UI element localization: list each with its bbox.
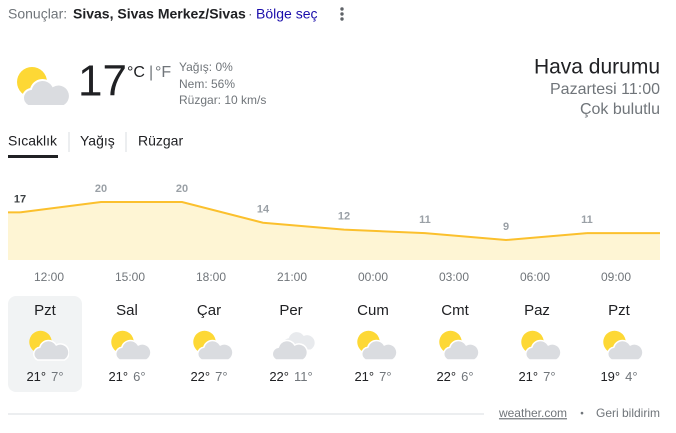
footer-separator: •: [580, 409, 584, 420]
temps: 22° 7°: [190, 369, 227, 384]
day: Çar: [197, 302, 221, 319]
feedback[interactable]: Geri bildirim: [596, 406, 660, 420]
tab[interactable]: Rüzgar: [138, 133, 183, 149]
value-label: 17: [14, 193, 26, 205]
day-card[interactable]: Paz 21° 7°: [518, 302, 561, 384]
current-temp: 17: [78, 57, 127, 106]
tab[interactable]: Sıcaklık: [8, 133, 58, 149]
day-icon: [271, 331, 315, 361]
day: Pzt: [608, 302, 631, 319]
low: 6°: [461, 369, 473, 384]
x-tick-label: 06:00: [520, 270, 550, 284]
day-icon: [438, 330, 479, 361]
humidity: Nem: 56%: [179, 77, 235, 91]
value-label: 20: [95, 183, 107, 195]
day: Cmt: [441, 302, 469, 319]
x-tick-label: 15:00: [115, 270, 145, 284]
precip: Yağış: 0%: [179, 60, 233, 74]
x-tick-label: 12:00: [34, 270, 64, 284]
x-tick-label: 18:00: [196, 270, 226, 284]
day: Paz: [524, 302, 550, 319]
high: 19°: [600, 369, 620, 384]
day-card[interactable]: Cum 21° 7°: [354, 302, 397, 384]
more-menu[interactable]: [340, 7, 344, 21]
temperature-chart: 17 12:00 20 15:00 20 18:00 14 21:00 12 00:00 11 03:…: [8, 183, 660, 284]
day-card[interactable]: Çar 22° 7°: [190, 302, 233, 384]
high: 21°: [26, 369, 46, 384]
unit-f[interactable]: °F: [155, 64, 171, 81]
temps: 22° 6°: [436, 369, 473, 384]
high: 21°: [354, 369, 374, 384]
source-link[interactable]: weather.com: [498, 406, 567, 420]
low: 7°: [51, 369, 63, 384]
value-label: 14: [257, 204, 270, 216]
high: 22°: [190, 369, 210, 384]
x-tick-label: 00:00: [358, 270, 388, 284]
change-location[interactable]: Bölge seç: [256, 6, 317, 22]
day: Cum: [357, 302, 389, 319]
temperature-line: [19, 201, 588, 242]
day-card[interactable]: Per 22° 11°: [269, 302, 315, 384]
day-icon: [356, 330, 397, 361]
low: 7°: [543, 369, 555, 384]
high: 22°: [436, 369, 456, 384]
separator: ·: [248, 6, 253, 22]
day-card[interactable]: Pzt 21° 7°: [8, 296, 82, 392]
value-label: 12: [338, 211, 350, 223]
day-card[interactable]: Pzt 19° 4°: [600, 302, 643, 384]
condition: Çok bulutlu: [580, 101, 660, 118]
temps: 21° 7°: [518, 369, 555, 384]
temps: 19° 4°: [600, 369, 637, 384]
high: 21°: [518, 369, 538, 384]
day-card[interactable]: Sal 21° 6°: [108, 302, 151, 384]
unit-c[interactable]: °C: [127, 64, 145, 81]
low: 6°: [133, 369, 145, 384]
x-tick-label: 03:00: [439, 270, 469, 284]
x-tick-label: 21:00: [277, 270, 307, 284]
low: 4°: [625, 369, 637, 384]
value-label: 11: [581, 214, 593, 226]
day-card[interactable]: Cmt 22° 6°: [436, 302, 479, 384]
day-icon: [602, 330, 643, 361]
high: 22°: [269, 369, 289, 384]
low: 7°: [379, 369, 391, 384]
value-label: 9: [503, 221, 509, 233]
temps: 21° 7°: [26, 369, 63, 384]
value-label: 11: [419, 214, 431, 226]
wind: Rüzgar: 10 km/s: [179, 93, 266, 107]
x-tick-label: 09:00: [601, 270, 631, 284]
day-icon: [110, 330, 151, 361]
temps: 21° 6°: [108, 369, 145, 384]
time: Pazartesi 11:00: [550, 81, 660, 98]
day: Pzt: [34, 302, 57, 319]
low: 11°: [294, 369, 313, 384]
day-icon: [520, 330, 561, 361]
tab[interactable]: Yağış: [80, 133, 115, 149]
area-fill: [8, 202, 660, 260]
day: Sal: [116, 302, 138, 319]
temps: 22° 11°: [269, 369, 312, 384]
low: 7°: [215, 369, 227, 384]
unit-sep: |: [149, 64, 153, 81]
value-label: 20: [176, 183, 188, 195]
day: Per: [279, 302, 302, 319]
tab-underline: [8, 155, 58, 158]
high: 21°: [108, 369, 128, 384]
title: Hava durumu: [534, 56, 660, 79]
temps: 21° 7°: [354, 369, 391, 384]
current-icon: [16, 66, 70, 107]
day-icon: [192, 330, 233, 361]
location: Sivas, Sivas Merkez/Sivas: [73, 6, 246, 22]
results-prefix: Sonuçlar:: [8, 6, 67, 22]
forecast: Pzt 21° 7° Sal 21° 6° Çar 22° 7° Per 22° 11° Cum 21° 7…: [8, 296, 643, 392]
